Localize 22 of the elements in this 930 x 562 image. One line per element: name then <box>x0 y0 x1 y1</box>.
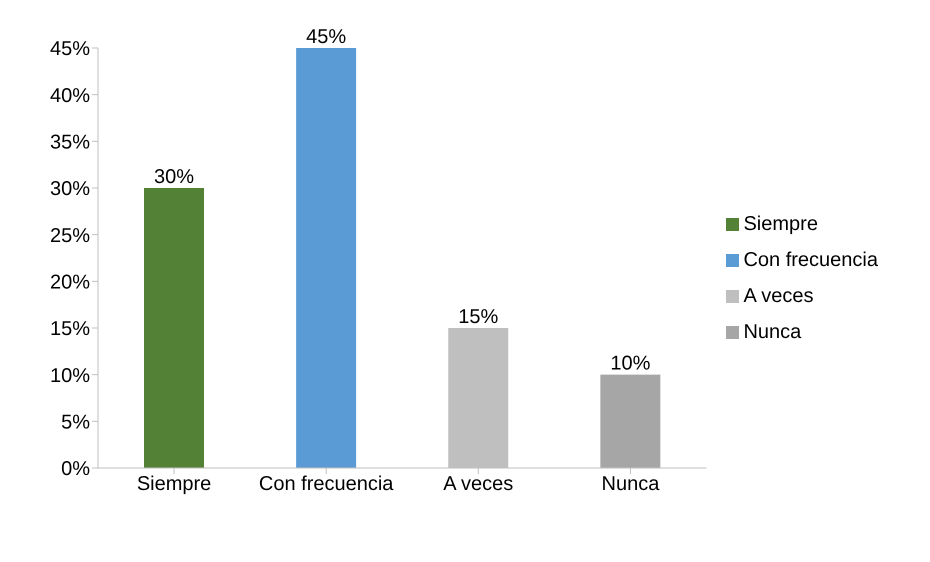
legend-label: A veces <box>743 285 814 307</box>
y-tick-label: 30% <box>50 178 90 200</box>
legend-label: Nunca <box>743 321 802 343</box>
y-tick-label: 5% <box>61 411 90 434</box>
y-tick-label: 10% <box>50 364 90 387</box>
legend-label: Con frecuencia <box>743 249 878 271</box>
data-label: 15% <box>458 306 498 328</box>
data-label: 30% <box>154 166 194 188</box>
x-tick-label: Nunca <box>602 473 660 496</box>
y-tick-label: 35% <box>50 131 90 154</box>
data-label: 10% <box>610 352 651 375</box>
y-tick-label: 0% <box>61 458 90 480</box>
legend-label: Siempre <box>743 213 818 235</box>
y-tick-label: 40% <box>50 84 90 107</box>
x-tick-label: A veces <box>443 473 514 496</box>
data-label: 45% <box>306 26 346 48</box>
y-tick-label: 25% <box>50 224 90 247</box>
y-tick-label: 20% <box>50 271 90 294</box>
x-tick-label: Con frecuencia <box>258 473 394 496</box>
y-tick-label: 45% <box>50 38 90 60</box>
y-tick-label: 15% <box>50 318 90 340</box>
x-tick-label: Siempre <box>136 473 212 496</box>
